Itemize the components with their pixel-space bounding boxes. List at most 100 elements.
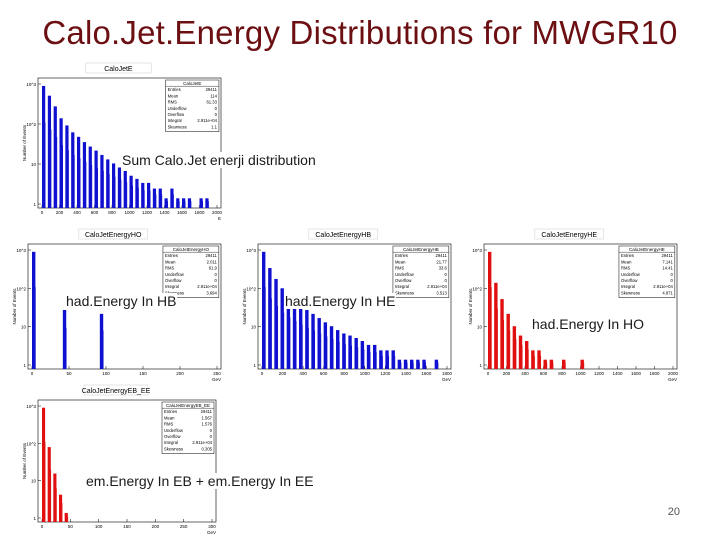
caption-had-energy-hb: had.Energy In HB <box>66 293 177 309</box>
y-axis-label: Number of Events <box>242 288 247 325</box>
x-tick-label: 250 <box>180 524 188 529</box>
histogram-bar <box>305 309 309 369</box>
y-tick-label: 10^3 <box>26 82 36 87</box>
stats-name: CaloJetEnergyHB <box>403 247 439 252</box>
x-tick-label: 0 <box>41 524 44 529</box>
stats-value: 29411 <box>201 409 213 414</box>
stats-value: 1.1 <box>211 124 217 129</box>
x-tick-label: 1600 <box>421 371 432 376</box>
x-tick-label: 1800 <box>649 371 660 376</box>
stats-key: Mean <box>395 259 406 264</box>
x-tick-label: 200 <box>176 371 184 376</box>
histogram-bar <box>53 106 57 208</box>
x-tick-label: 1800 <box>442 371 453 376</box>
stats-value: 29411 <box>436 253 448 258</box>
x-tick-label: 1600 <box>631 371 642 376</box>
y-tick-label: 1 <box>33 516 36 521</box>
stats-key: Mean <box>168 93 179 98</box>
stats-key: Integral <box>395 284 409 289</box>
stats-value: 0 <box>445 272 448 277</box>
stats-name: CaloJetEnergyHO <box>173 247 210 252</box>
hist-title: CaloJetEnergyHE <box>541 232 597 239</box>
histogram-panel-calojet-e: CaloJetE Number of Events 10^3 10^2 10 1 0 200 4… <box>20 62 225 222</box>
x-axis-label: GeV <box>442 377 451 382</box>
histogram-bar <box>268 268 272 369</box>
stats-key: Integral <box>168 118 182 123</box>
histogram-bar <box>360 341 365 369</box>
histogram-bar <box>506 313 510 369</box>
stats-value: 114 <box>210 93 217 98</box>
histogram-panel-eb-ee: CaloJetEnergyEB_EE Number of Events 10^3 10… <box>20 384 220 536</box>
x-axis-label: GeV <box>207 530 216 535</box>
stats-value: 3.513 <box>436 290 447 295</box>
stats-key: Integral <box>621 284 635 289</box>
histogram-bar <box>379 350 383 369</box>
histogram-svg: CaloJetEnergyHB Number of Events 10^3 10^2 1… <box>242 228 453 382</box>
x-tick-label: 0 <box>41 210 44 215</box>
histogram-bar <box>531 350 535 369</box>
y-axis-label: Number of Events <box>468 288 473 325</box>
histogram-bar <box>580 359 584 369</box>
histogram-bar <box>199 198 203 208</box>
histogram-panel-he: CaloJetEnergyHE Number of Events 10^3 10^2 1… <box>466 228 681 383</box>
stats-value: 0.305 <box>202 446 213 451</box>
x-tick-label: 0 <box>31 371 34 376</box>
histogram-bar <box>32 251 36 369</box>
y-axis-label: Number of Events <box>22 124 27 161</box>
stats-value: 4.871 <box>662 290 673 295</box>
x-tick-label: 0 <box>487 371 490 376</box>
hist-title-box <box>308 228 378 240</box>
stats-key: Skewness <box>165 290 184 295</box>
histogram-bar <box>434 359 439 369</box>
histogram-bar <box>164 198 168 208</box>
y-tick-label: 10^3 <box>26 404 36 409</box>
y-tick-label: 1 <box>23 363 26 368</box>
x-tick-label: 100 <box>95 524 103 529</box>
x-tick-label: 200 <box>279 371 287 376</box>
x-tick-label: 400 <box>73 210 81 215</box>
stats-value: 0 <box>671 272 674 277</box>
x-tick-label: 200 <box>152 524 160 529</box>
histogram-bar <box>537 350 541 369</box>
stats-key: RMS <box>164 422 174 427</box>
histogram-bar <box>65 125 69 208</box>
y-axis-label: Number of Events <box>22 442 27 479</box>
histogram-bar <box>187 198 192 208</box>
x-tick-label: 1200 <box>594 371 605 376</box>
histogram-svg: CaloJetEnergyHO Number of Events 10^3 10^2 1… <box>12 228 222 382</box>
y-tick-label: 10^3 <box>16 248 26 253</box>
histogram-bar <box>53 473 57 522</box>
x-tick-label: 200 <box>503 371 511 376</box>
stats-key: Mean <box>165 259 176 264</box>
hist-title: CaloJetEnergyEB_EE <box>82 388 151 395</box>
stats-value: 0 <box>215 106 218 111</box>
y-tick-label: 10^2 <box>246 286 256 291</box>
stats-value: 29411 <box>206 87 218 92</box>
x-tick-label: 300 <box>208 524 216 529</box>
stats-key: Entries <box>164 409 177 414</box>
histogram-bar <box>292 300 297 369</box>
histogram-svg: CaloJetEnergyHE Number of Events 10^3 10^2 1… <box>468 228 679 382</box>
histogram-bar <box>94 150 98 208</box>
x-tick-label: 1200 <box>380 371 391 376</box>
y-tick-label: 10 <box>251 325 257 330</box>
stats-key: Entries <box>395 253 408 258</box>
stats-key: Entries <box>621 253 634 258</box>
stats-name: CaloJetEnergyHE <box>629 247 665 252</box>
x-tick-label: 400 <box>299 371 307 376</box>
histogram-bar <box>47 447 51 522</box>
x-axis-label: E <box>218 216 221 221</box>
stats-key: Underflow <box>621 272 641 277</box>
caption-em-energy: em.Energy In EB + em.Energy In EE <box>86 473 314 489</box>
x-tick-label: 1400 <box>401 371 412 376</box>
stats-key: Entries <box>165 253 178 258</box>
stats-value: 0 <box>215 112 218 117</box>
histogram-bar <box>385 350 389 369</box>
x-tick-label: 800 <box>558 371 566 376</box>
slide-title: Calo.Jet.Energy Distributions for MWGR10 <box>42 14 678 51</box>
histogram-bar <box>170 188 174 208</box>
histogram-bar <box>562 359 566 369</box>
histogram-bar <box>152 188 157 208</box>
x-tick-label: 1200 <box>142 210 153 215</box>
